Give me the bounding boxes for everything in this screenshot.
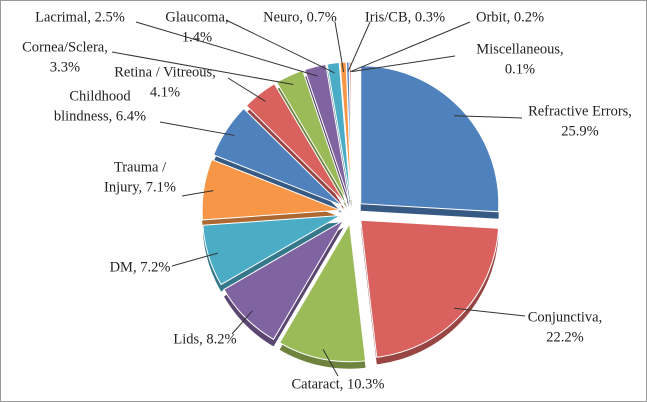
slice xyxy=(360,65,500,213)
data-label: Childhood blindness, 6.4% xyxy=(54,88,146,124)
data-label: Neuro, 0.7% xyxy=(263,9,337,25)
leader-line xyxy=(111,51,294,85)
data-label-line: Lacrimal, 2.5% xyxy=(35,9,125,25)
leader-line xyxy=(454,307,526,317)
data-label-line: 0.1% xyxy=(505,61,535,77)
leader-line xyxy=(350,21,471,73)
slice xyxy=(245,83,346,203)
slice xyxy=(223,219,345,341)
data-label-line: Neuro, 0.7% xyxy=(263,9,337,25)
data-label-line: Refractive Errors, xyxy=(528,103,632,119)
leader-line xyxy=(334,21,345,72)
data-label-line: Cornea/Sclera, xyxy=(22,39,108,55)
leader-line xyxy=(135,21,318,77)
leader-line xyxy=(225,19,335,74)
data-label-line: Miscellaneous, xyxy=(476,41,563,57)
data-label-line: Lids, 8.2% xyxy=(173,331,236,347)
leader-line xyxy=(231,310,253,335)
data-label-line: Childhood xyxy=(69,88,131,104)
data-label-line: DM, 7.2% xyxy=(110,259,171,275)
leader-line xyxy=(181,190,214,197)
leader-line xyxy=(322,349,339,377)
data-label-line: 22.2% xyxy=(546,329,583,345)
slice xyxy=(275,69,348,202)
data-label: DM, 7.2% xyxy=(110,259,171,275)
data-label: Cataract, 10.3% xyxy=(291,376,384,392)
data-label: Lids, 8.2% xyxy=(173,331,236,347)
data-label-line: Retina / Vitreous, xyxy=(114,64,216,80)
leader-line xyxy=(347,21,371,72)
data-label-line: 25.9% xyxy=(561,123,598,139)
data-label-line: Iris/CB, 0.3% xyxy=(365,9,445,25)
data-label-line: Orbit, 0.2% xyxy=(476,9,544,25)
data-label: Orbit, 0.2% xyxy=(476,9,544,25)
data-label: Miscellaneous, 0.1% xyxy=(476,41,563,77)
slice xyxy=(278,222,367,363)
data-label: Refractive Errors, 25.9% xyxy=(528,103,632,139)
data-label-line: Trauma / xyxy=(114,159,167,175)
data-label: Trauma / Injury, 7.1% xyxy=(104,159,176,195)
data-label: Glaucoma, 1.4% xyxy=(165,9,228,45)
data-label-line: Conjunctiva, xyxy=(528,309,603,325)
leader-line xyxy=(171,252,218,267)
data-label-line: Cataract, 10.3% xyxy=(291,376,384,392)
data-label: Cornea/Sclera, 3.3% xyxy=(22,39,108,75)
slice xyxy=(360,219,500,358)
data-label: Iris/CB, 0.3% xyxy=(365,9,445,25)
slice xyxy=(304,63,350,201)
data-label: Retina / Vitreous, 4.1% xyxy=(114,64,216,100)
data-label-line: 1.4% xyxy=(182,29,212,45)
leader-line xyxy=(227,77,266,102)
slice xyxy=(326,62,351,201)
data-label-line: Injury, 7.1% xyxy=(104,179,176,195)
slice xyxy=(212,107,343,206)
data-label: Lacrimal, 2.5% xyxy=(35,9,125,25)
leader-line xyxy=(159,121,235,136)
data-label-line: 3.3% xyxy=(50,59,80,75)
data-label: Conjunctiva, 22.2% xyxy=(528,309,603,345)
slice xyxy=(201,158,341,221)
data-label-line: Glaucoma, xyxy=(165,9,228,25)
leader-line xyxy=(454,115,523,119)
data-label-line: 4.1% xyxy=(150,84,180,100)
leader-line xyxy=(351,55,456,73)
data-label-line: blindness, 6.4% xyxy=(54,108,146,124)
